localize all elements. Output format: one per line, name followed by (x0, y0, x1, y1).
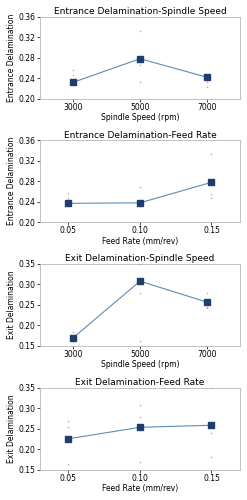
Title: Exit Delamination-Feed Rate: Exit Delamination-Feed Rate (75, 378, 205, 387)
X-axis label: Feed Rate (mm/rev): Feed Rate (mm/rev) (102, 484, 178, 493)
Title: Entrance Delamination-Feed Rate: Entrance Delamination-Feed Rate (63, 130, 216, 140)
Point (138, 78, 142, 86)
Point (66, 460, 70, 468)
Point (209, 453, 213, 461)
Point (205, 78, 209, 86)
Point (66, 189, 70, 197)
Point (138, 184, 142, 192)
Point (138, 336, 142, 344)
Point (138, 413, 142, 421)
Point (209, 190, 213, 198)
Point (205, 70, 209, 78)
Point (209, 428, 213, 436)
Point (71, 336, 75, 344)
Point (205, 304, 209, 312)
Y-axis label: Entrance Delamination: Entrance Delamination (7, 14, 16, 102)
Point (138, 26, 142, 34)
Point (138, 260, 142, 268)
Point (66, 424, 70, 432)
Point (205, 84, 209, 92)
Title: Exit Delamination-Spindle Speed: Exit Delamination-Spindle Speed (65, 254, 215, 263)
Point (209, 384, 213, 392)
Point (138, 290, 142, 298)
X-axis label: Spindle Speed (rpm): Spindle Speed (rpm) (101, 113, 179, 122)
Point (138, 458, 142, 466)
Y-axis label: Exit Delamination: Exit Delamination (7, 270, 16, 339)
Y-axis label: Entrance Delamination: Entrance Delamination (7, 137, 16, 226)
Point (209, 150, 213, 158)
Point (205, 303, 209, 311)
Point (66, 228, 70, 236)
X-axis label: Spindle Speed (rpm): Spindle Speed (rpm) (101, 360, 179, 370)
Point (66, 194, 70, 202)
Point (138, 202, 142, 210)
Point (71, 70, 75, 78)
Point (138, 200, 142, 207)
Point (71, 328, 75, 336)
Point (209, 194, 213, 202)
Y-axis label: Exit Delamination: Exit Delamination (7, 394, 16, 463)
Point (138, 62, 142, 70)
Point (138, 401, 142, 409)
Point (71, 106, 75, 114)
Title: Entrance Delamination-Spindle Speed: Entrance Delamination-Spindle Speed (54, 7, 226, 16)
Point (205, 288, 209, 296)
X-axis label: Feed Rate (mm/rev): Feed Rate (mm/rev) (102, 237, 178, 246)
Point (66, 417, 70, 425)
Point (71, 66, 75, 74)
